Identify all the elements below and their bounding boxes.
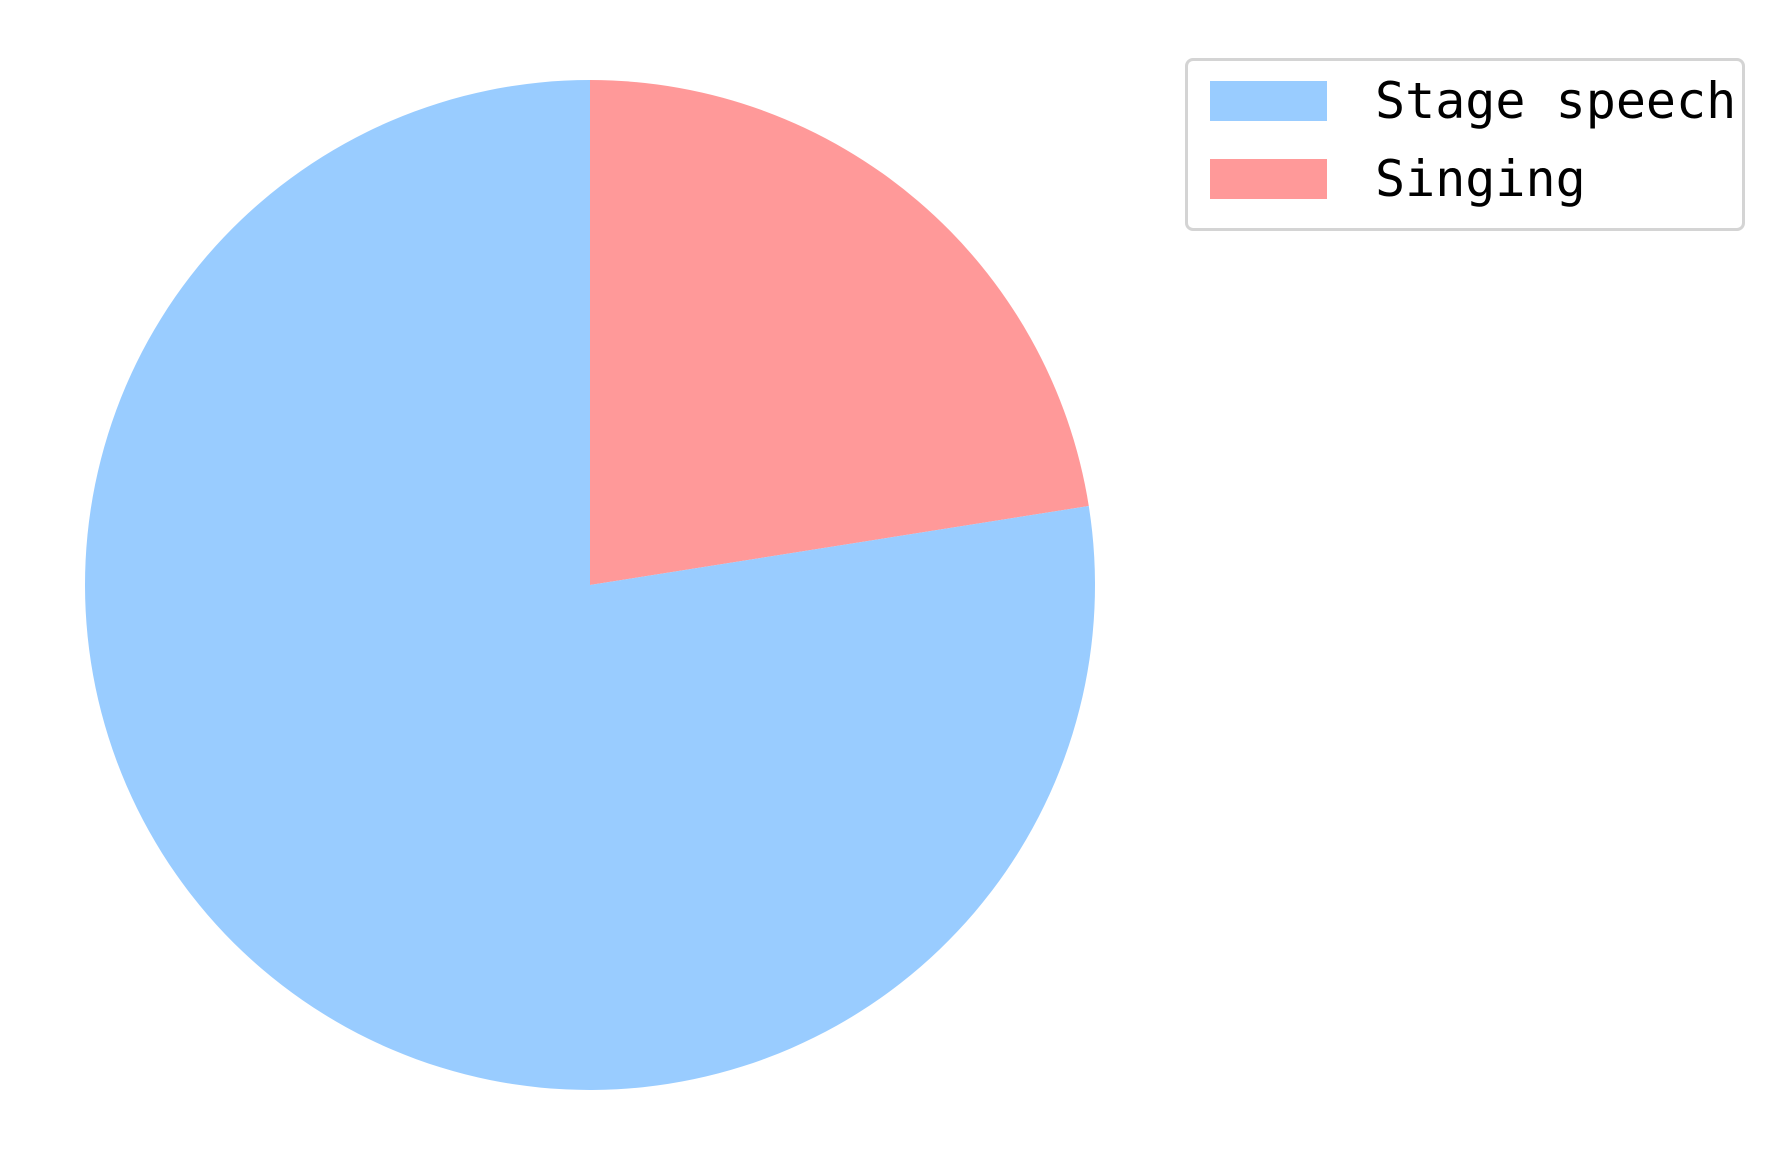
pie-slices [84,80,1095,1090]
legend-item-singing: Singing [1210,154,1586,204]
legend-label-stage-speech: Stage speech [1375,72,1737,130]
pie-slice-singing [590,80,1089,585]
legend: Stage speech Singing [1185,58,1745,231]
legend-swatch-stage-speech [1210,81,1327,121]
pie-slice-stage-speech [84,80,1095,1090]
legend-label-singing: Singing [1375,150,1586,208]
legend-item-stage-speech: Stage speech [1210,76,1736,126]
legend-swatch-singing [1210,159,1327,199]
